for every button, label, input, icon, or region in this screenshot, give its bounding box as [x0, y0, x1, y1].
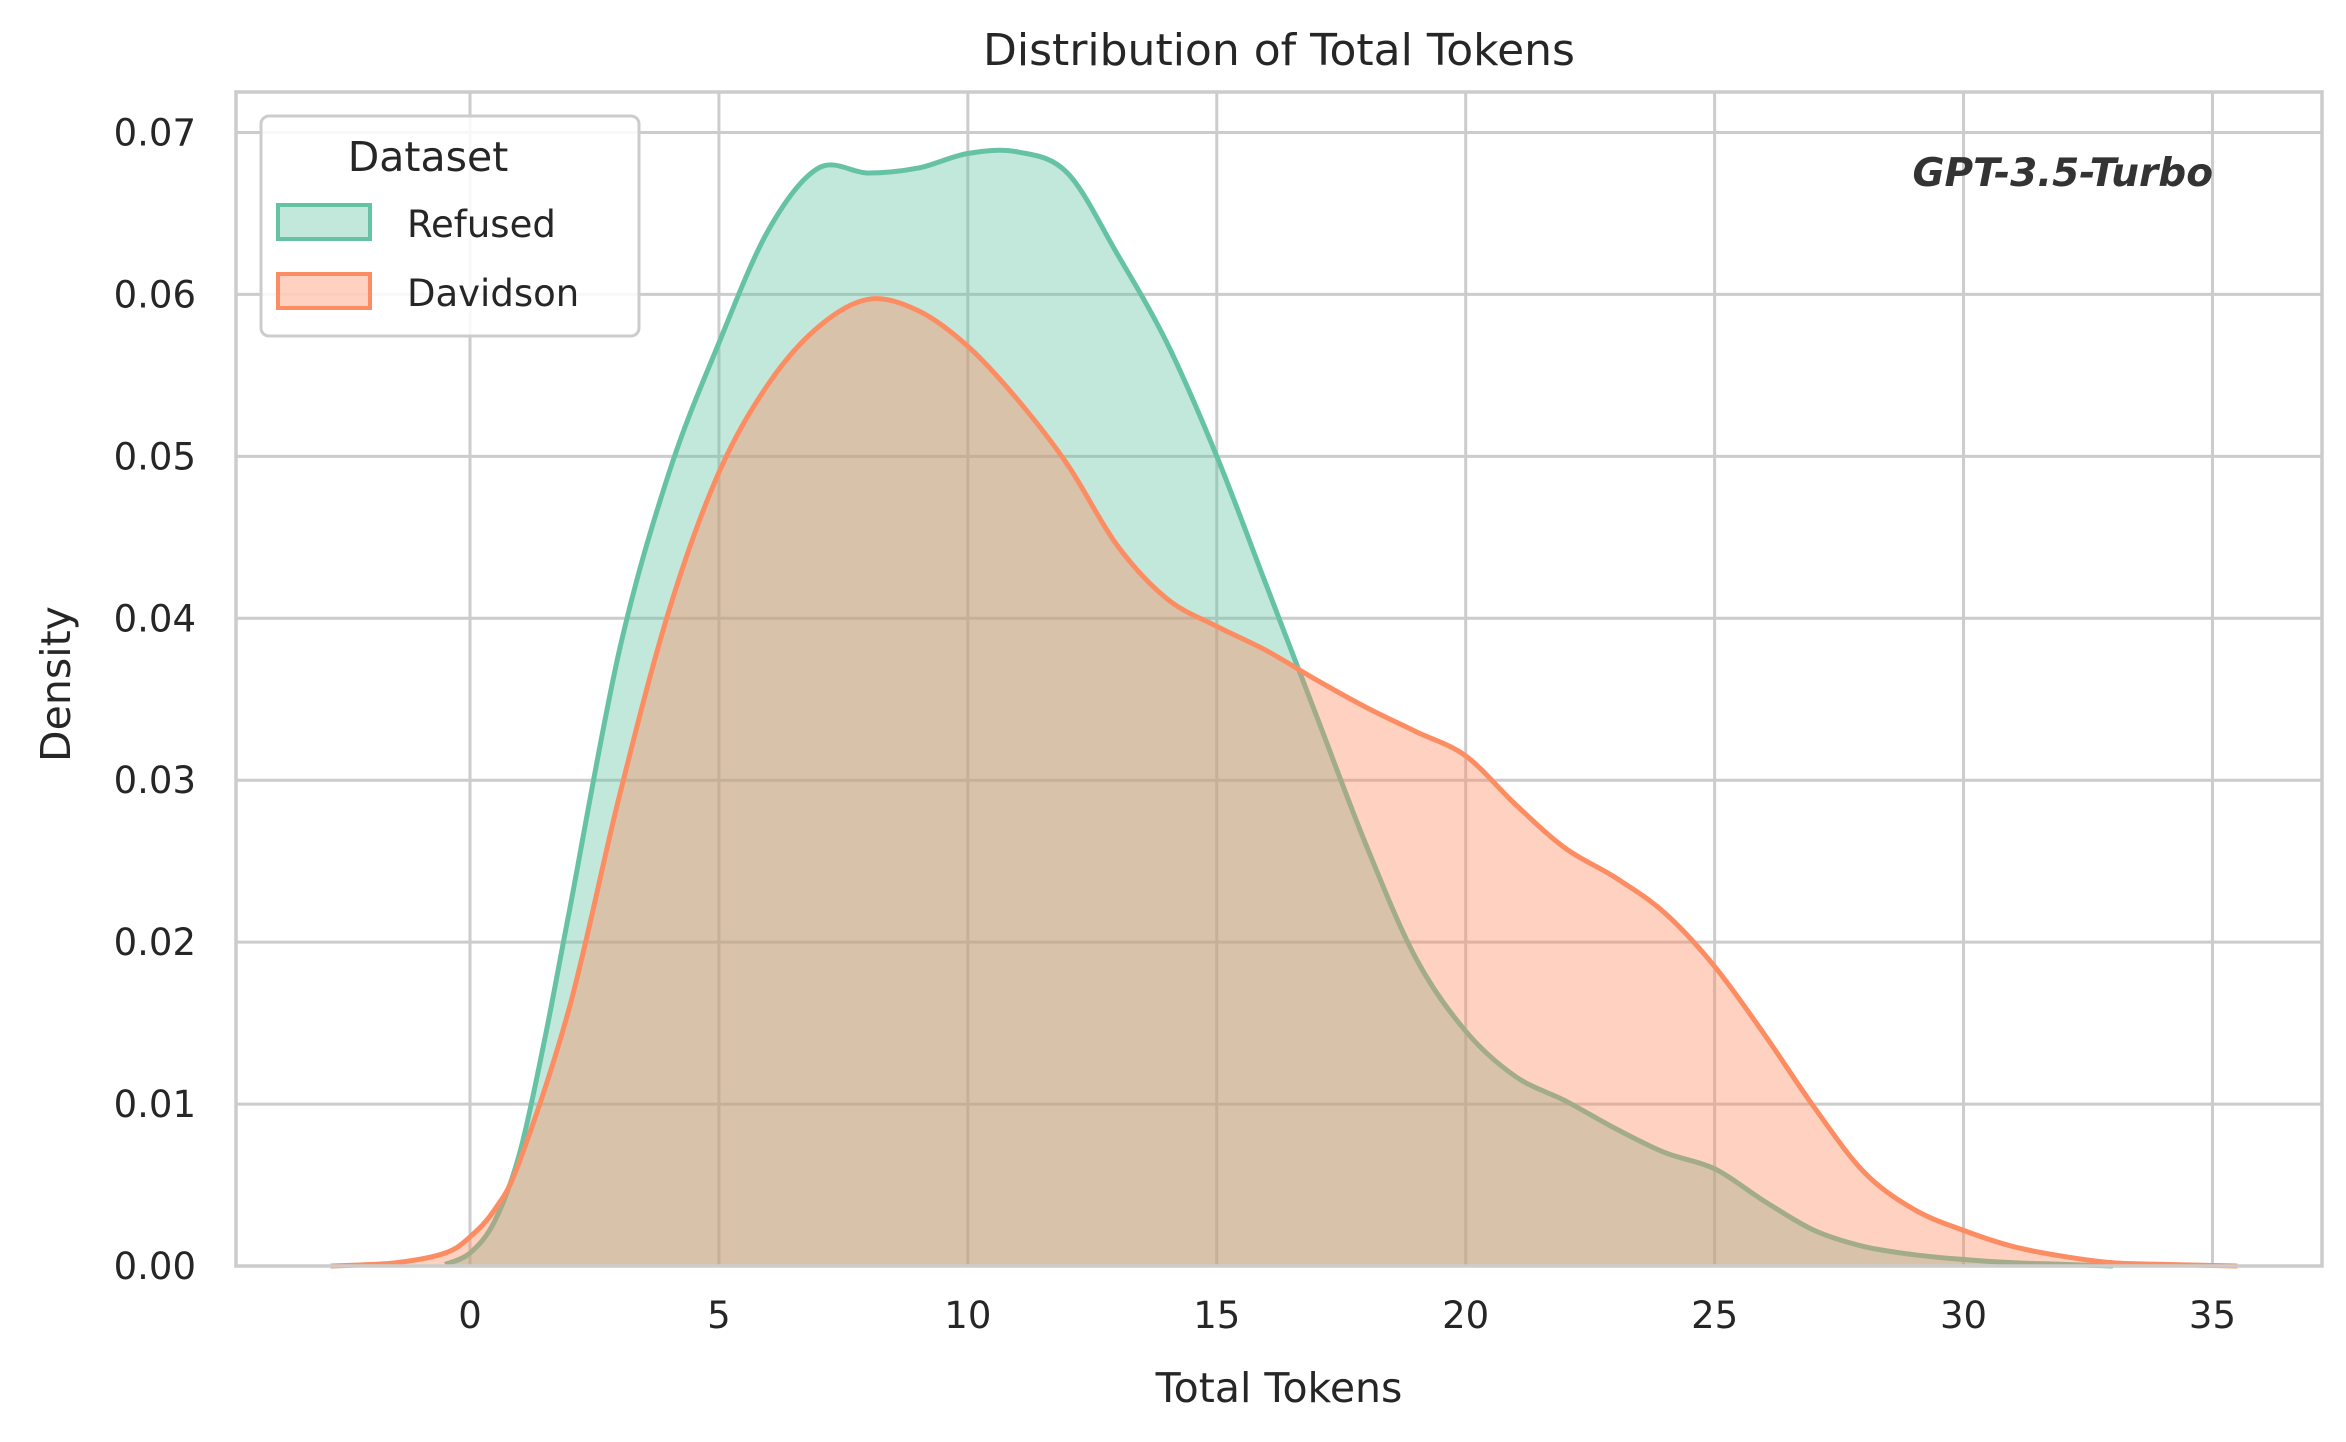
y-tick-label: 0.00: [114, 1245, 196, 1288]
model-annotation: GPT-3.5-Turbo: [1913, 151, 2213, 196]
legend-swatch-refused: [276, 203, 372, 241]
x-tick-label: 10: [944, 1294, 991, 1337]
y-axis-label: Density: [32, 606, 80, 762]
tick-labels: 0 5 10 15 20 25 30 35 0.00 0.01 0.02 0.03 0.04 0.05 0.…: [114, 111, 2236, 1337]
y-tick-label: 0.06: [114, 273, 196, 316]
legend-label-davidson: Davidson: [407, 272, 579, 315]
density-line-refused: [444, 147, 2113, 1269]
x-tick-label: 15: [1193, 1294, 1240, 1337]
y-tick-label: 0.02: [114, 921, 196, 964]
density-area-davidson: [330, 298, 2238, 1266]
legend-title: Dataset: [348, 133, 509, 181]
legend-box: [259, 114, 641, 338]
x-tick-label: 35: [2189, 1294, 2236, 1337]
x-tick-label: 20: [1442, 1294, 1489, 1337]
y-tick-label: 0.04: [114, 597, 196, 640]
legend-label-refused: Refused: [407, 203, 556, 246]
y-tick-label: 0.01: [114, 1083, 196, 1126]
density-curves: [330, 147, 2238, 1269]
y-tick-label: 0.03: [114, 759, 196, 802]
x-tick-label: 25: [1691, 1294, 1738, 1337]
density-line-davidson: [330, 296, 2238, 1269]
legend-swatch-davidson: [276, 272, 372, 310]
x-tick-label: 0: [458, 1294, 482, 1337]
plot-frame: [234, 90, 2324, 1268]
density-area-refused: [445, 150, 2113, 1266]
x-axis-label: Total Tokens: [1155, 1364, 1403, 1412]
y-tick-label: 0.05: [114, 435, 196, 478]
legend[interactable]: Dataset Refused Davidson: [259, 114, 641, 338]
chart-title: Distribution of Total Tokens: [983, 25, 1575, 76]
x-tick-label: 5: [707, 1294, 731, 1337]
y-tick-label: 0.07: [114, 111, 196, 154]
x-tick-label: 30: [1940, 1294, 1987, 1337]
